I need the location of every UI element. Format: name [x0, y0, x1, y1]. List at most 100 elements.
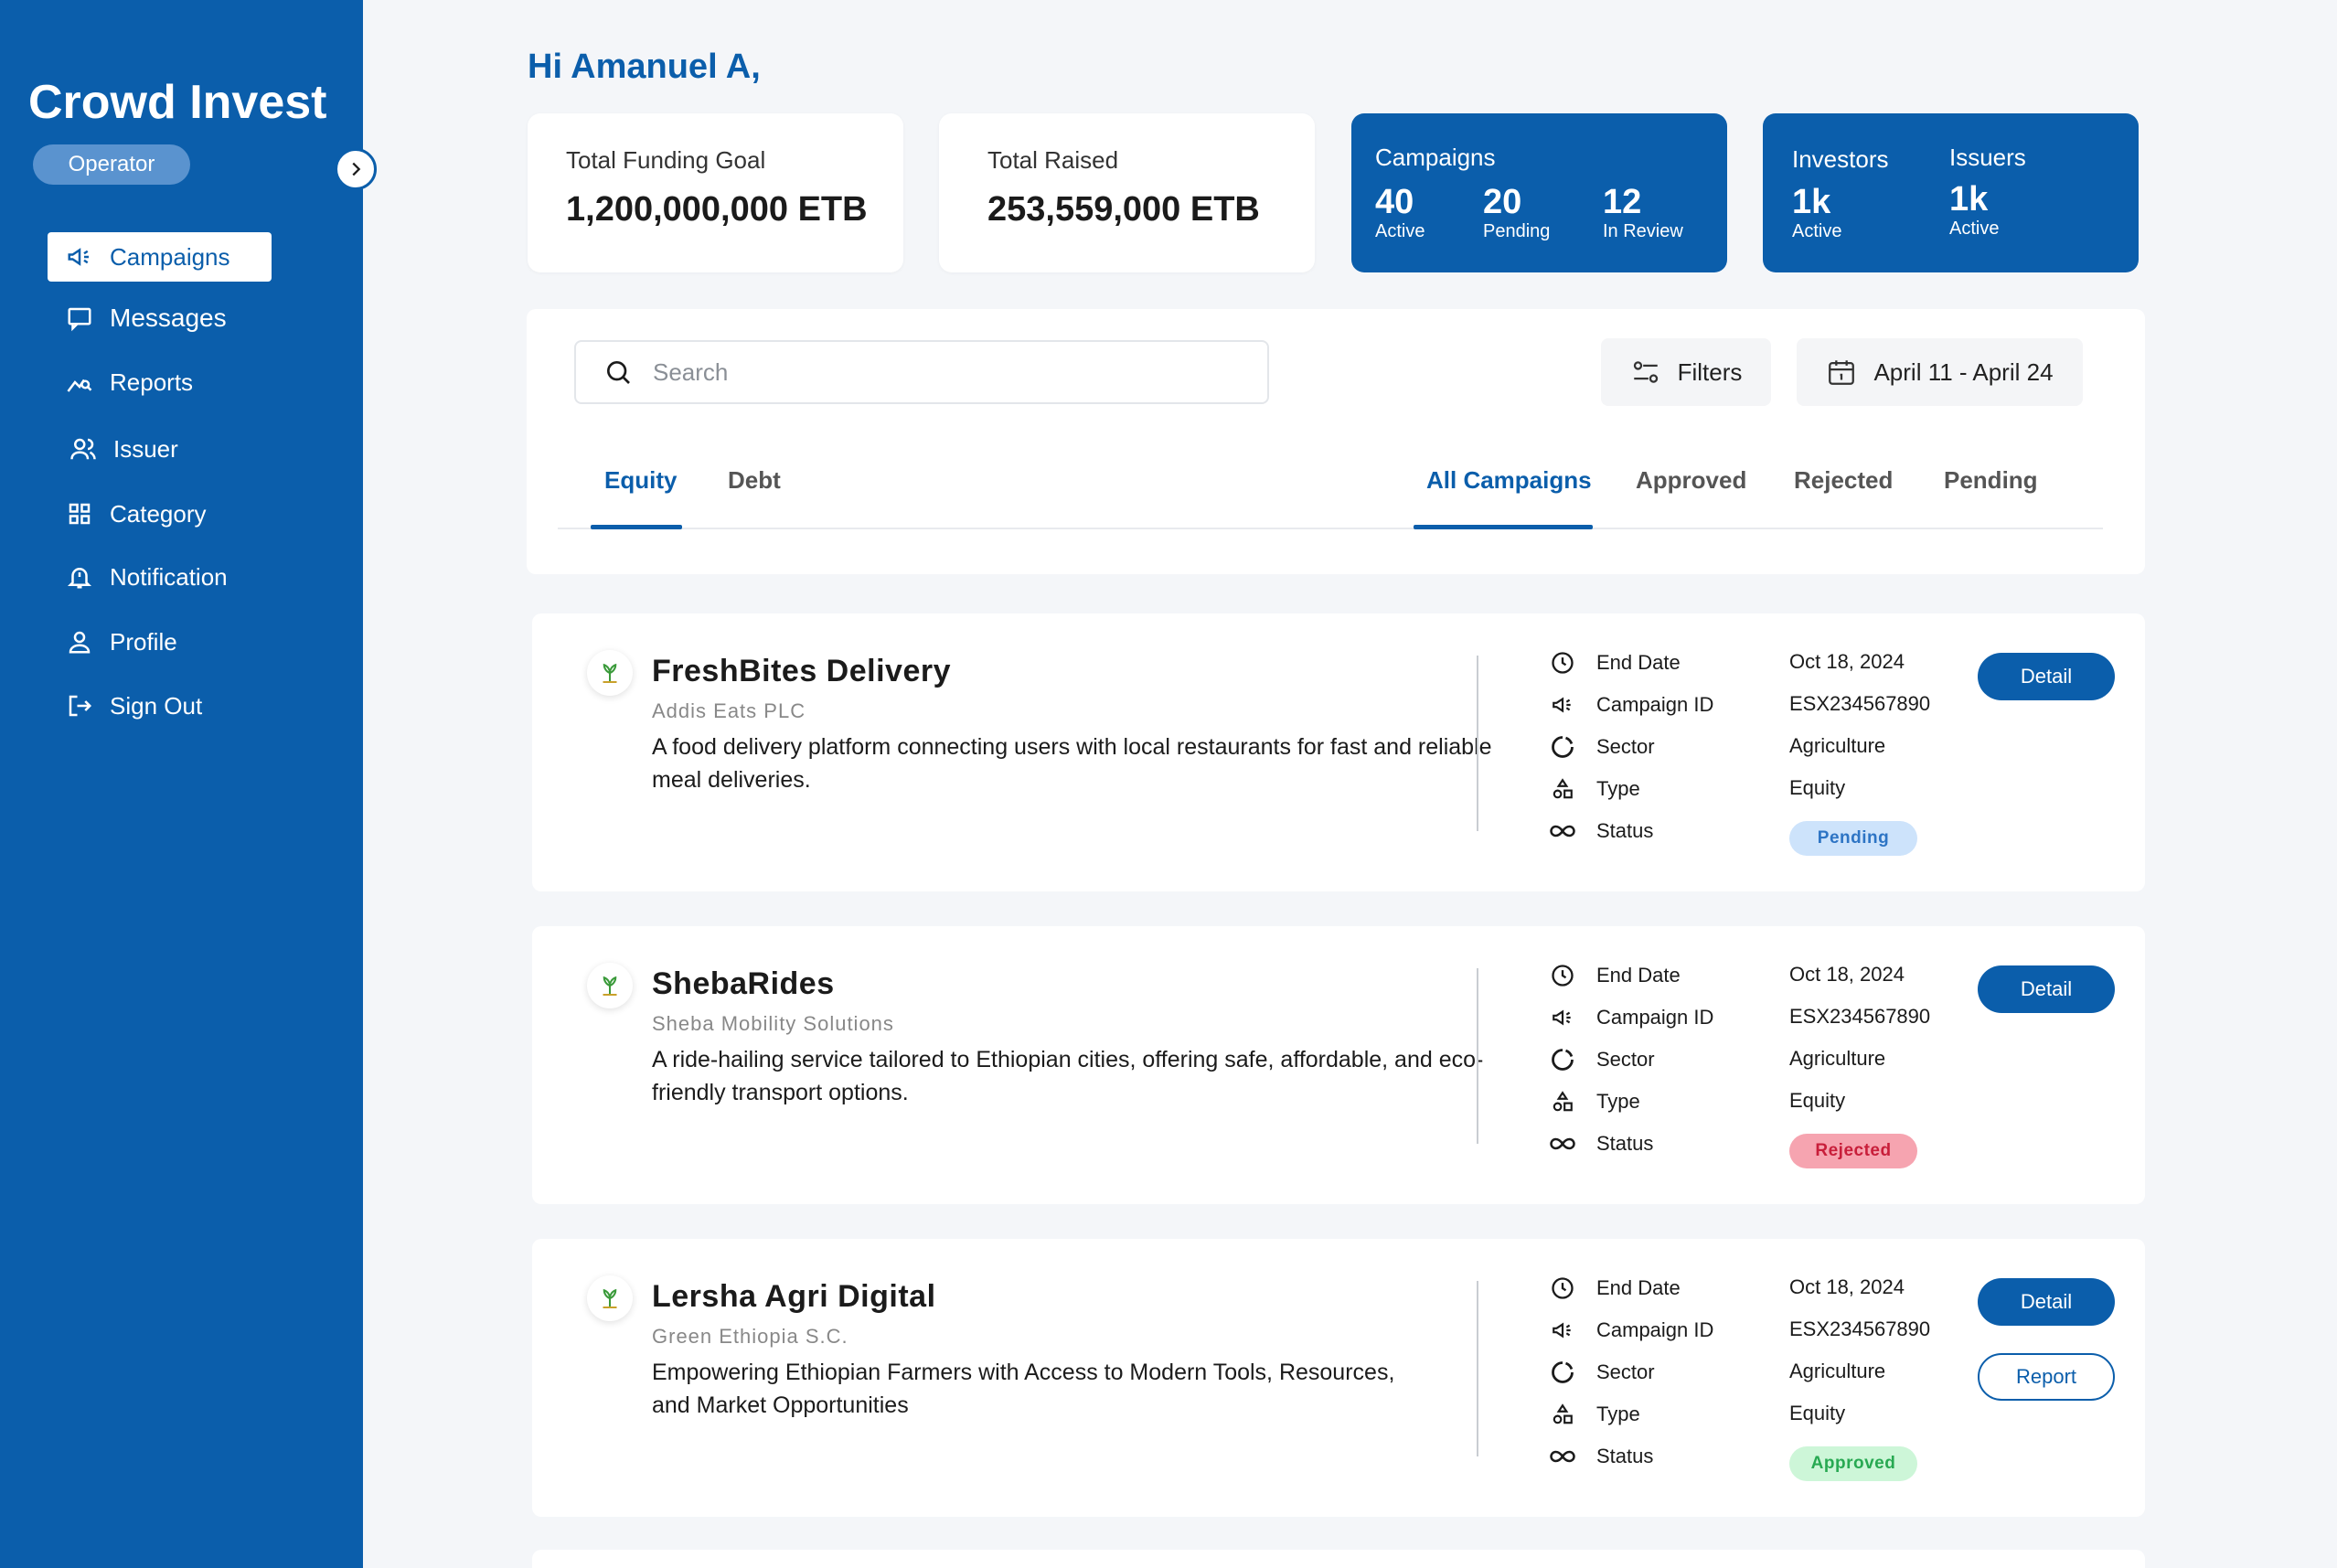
- sidebar-toggle-button[interactable]: [335, 148, 377, 190]
- role-badge: Operator: [33, 144, 190, 185]
- stat-sub-label: Active: [1949, 219, 2000, 239]
- campaign-logo: [587, 650, 633, 696]
- stat-card-investors-issuers: Investors 1k Active Issuers 1k Active: [1763, 113, 2139, 272]
- sidebar-item-label: Issuer: [113, 434, 178, 463]
- stat-sub-label: Active: [1375, 221, 1425, 241]
- stat-sub-label: Pending: [1483, 221, 1551, 241]
- meta-label: Type: [1596, 1090, 1640, 1113]
- sidebar-item-profile[interactable]: Profile: [48, 617, 272, 667]
- bell-icon: [64, 561, 95, 592]
- megaphone-icon: [1549, 1004, 1576, 1031]
- report-button[interactable]: Report: [1978, 1353, 2115, 1401]
- stat-value: 1k: [1792, 183, 1831, 221]
- chevron-right-icon: [352, 162, 361, 176]
- campaign-company: Green Ethiopia S.C.: [652, 1325, 848, 1348]
- campaign-id-value: ESX234567890: [1789, 692, 1931, 715]
- search-input[interactable]: [653, 357, 1201, 387]
- campaign-name: FreshBites Delivery: [652, 654, 951, 688]
- message-icon: [64, 303, 95, 334]
- campaign-card: FreshBites Delivery Addis Eats PLC A foo…: [532, 613, 2145, 891]
- stat-label: Total Funding Goal: [566, 146, 766, 174]
- campaign-description: Empowering Ethiopian Farmers with Access…: [652, 1360, 1395, 1418]
- meta-label: Type: [1596, 777, 1640, 800]
- meta-status: Status: [1549, 813, 1653, 849]
- stat-sub-label: Active: [1792, 221, 1842, 241]
- campaign-company: Sheba Mobility Solutions: [652, 1012, 894, 1035]
- page-greeting: Hi Amanuel A,: [528, 48, 761, 86]
- stat-card-campaigns: Campaigns 40 Active 20 Pending 12 In Rev…: [1351, 113, 1727, 272]
- meta-label: Campaign ID: [1596, 1318, 1714, 1341]
- filter-panel: Filters April 11 - April 24 Equity Debt …: [527, 309, 2145, 574]
- tab-rejected[interactable]: Rejected: [1794, 466, 1894, 494]
- meta-label: Sector: [1596, 735, 1655, 758]
- detail-button[interactable]: Detail: [1978, 1278, 2115, 1326]
- end-date-value: Oct 18, 2024: [1789, 963, 1905, 986]
- sidebar-item-label: Messages: [110, 304, 227, 332]
- tab-approved[interactable]: Approved: [1636, 466, 1747, 494]
- meta-label: Status: [1596, 819, 1654, 842]
- sidebar-item-notification[interactable]: Notification: [48, 552, 272, 602]
- meta-label: Sector: [1596, 1048, 1655, 1071]
- infinity-icon: [1549, 1443, 1576, 1470]
- stat-value: 20: [1483, 183, 1522, 221]
- campaign-company: Addis Eats PLC: [652, 699, 806, 722]
- meta-sector: Sector: [1549, 729, 1655, 765]
- detail-button[interactable]: Detail: [1978, 965, 2115, 1013]
- infinity-icon: [1549, 1130, 1576, 1157]
- meta-label: End Date: [1596, 964, 1681, 987]
- megaphone-icon: [1549, 1317, 1576, 1344]
- meta-type: Type: [1549, 771, 1640, 807]
- card-divider: [1477, 656, 1478, 831]
- tab-debt[interactable]: Debt: [728, 466, 781, 494]
- sidebar-item-label: Reports: [110, 368, 194, 396]
- sidebar-item-label: Profile: [110, 627, 177, 656]
- stat-value: 1k: [1949, 180, 1989, 219]
- sidebar-item-label: Notification: [110, 562, 228, 591]
- date-range-label: April 11 - April 24: [1873, 357, 2054, 386]
- stat-title: Issuers: [1949, 144, 2026, 171]
- filter-sliders-icon: [1633, 361, 1658, 383]
- sector-value: Agriculture: [1789, 1047, 1886, 1070]
- sidebar-item-category[interactable]: Category: [48, 489, 272, 539]
- stat-value: 1,200,000,000 ETB: [566, 190, 868, 229]
- detail-button[interactable]: Detail: [1978, 653, 2115, 700]
- type-value: Equity: [1789, 1089, 1846, 1112]
- donut-chart-icon: [1549, 1359, 1576, 1386]
- campaign-card: Lersha Agri Digital Green Ethiopia S.C. …: [532, 1239, 2145, 1517]
- card-divider: [1477, 1281, 1478, 1456]
- donut-chart-icon: [1549, 1046, 1576, 1073]
- meta-label: Sector: [1596, 1360, 1655, 1383]
- megaphone-icon: [64, 241, 95, 272]
- search-icon: [607, 361, 630, 384]
- sidebar-item-sign-out[interactable]: Sign Out: [48, 681, 272, 731]
- leaf-logo-icon: [603, 976, 617, 996]
- users-icon: [68, 433, 99, 464]
- meta-campaign-id: Campaign ID: [1549, 687, 1713, 723]
- stat-value: 40: [1375, 183, 1414, 221]
- sector-value: Agriculture: [1789, 734, 1886, 757]
- sidebar: Crowd Invest Operator Campaigns Messages…: [0, 0, 363, 1568]
- shapes-icon: [1549, 1401, 1576, 1428]
- end-date-value: Oct 18, 2024: [1789, 650, 1905, 673]
- tab-equity[interactable]: Equity: [604, 466, 678, 494]
- tab-all-campaigns-indicator: [1414, 525, 1593, 529]
- date-range-picker[interactable]: April 11 - April 24: [1797, 338, 2083, 406]
- calendar-icon: [1829, 360, 1855, 385]
- filters-button[interactable]: Filters: [1601, 338, 1771, 406]
- sidebar-item-reports[interactable]: Reports: [48, 357, 272, 407]
- grid-icon: [64, 498, 95, 529]
- sidebar-item-campaigns[interactable]: Campaigns: [48, 232, 272, 282]
- clock-icon: [1549, 649, 1576, 677]
- campaign-id-value: ESX234567890: [1789, 1005, 1931, 1028]
- tab-pending[interactable]: Pending: [1944, 466, 2038, 494]
- sidebar-item-messages[interactable]: Messages: [48, 293, 272, 343]
- status-badge: Rejected: [1789, 1134, 1917, 1168]
- status-badge: Pending: [1789, 821, 1917, 856]
- sidebar-item-label: Sign Out: [110, 691, 203, 720]
- campaign-description: A ride-hailing service tailored to Ethio…: [652, 1047, 1484, 1105]
- meta-label: Type: [1596, 1403, 1640, 1425]
- sidebar-item-issuer[interactable]: Issuer: [48, 424, 272, 474]
- search-box[interactable]: [574, 340, 1269, 404]
- shapes-icon: [1549, 775, 1576, 803]
- tab-all-campaigns[interactable]: All Campaigns: [1426, 466, 1592, 494]
